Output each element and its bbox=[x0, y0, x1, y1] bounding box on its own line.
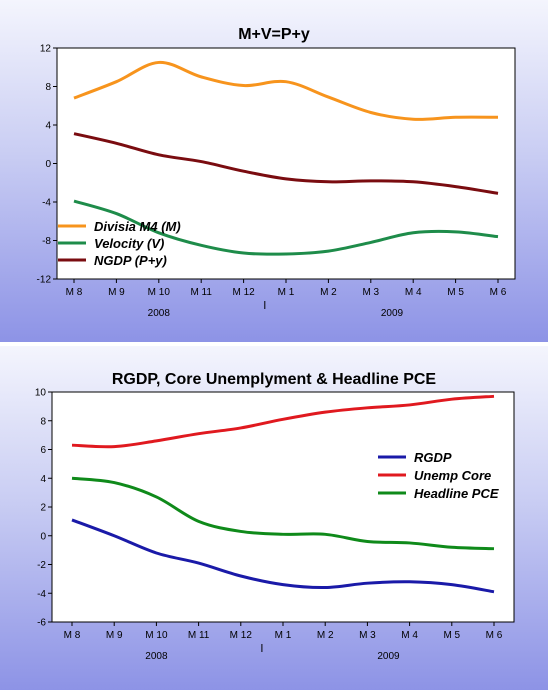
bottom-chart-y-tick-label: -4 bbox=[37, 589, 46, 600]
chart-svg-top: -12 -8 -4 0 4 8 12 M 8 M 9 M 10 M 11 M 12 M 1 M 2 M 3 M… bbox=[37, 44, 516, 319]
bottom-chart-x-tick-label: M 11 bbox=[188, 630, 210, 641]
chart-title-bottom: RGDP, Core Unemplyment & Headline PCE bbox=[111, 371, 437, 388]
top-chart-series-line-divisia-m4-m bbox=[73, 60, 499, 121]
top-chart-y-tick-label: -8 bbox=[42, 236, 51, 247]
bottom-chart-y-tick-label: 2 bbox=[40, 503, 46, 514]
chart-panel-bottom: RGDP, Core Unemplyment & Headline PCE -6… bbox=[0, 346, 548, 690]
bottom-chart-x-tick-label: M 6 bbox=[486, 630, 503, 641]
bottom-chart-series-line-headline-pce bbox=[71, 476, 495, 551]
chart-panel-top: M+V=P+y -12 -8 -4 0 4 8 12 M 8 M 9 M 10 M 11 M 12 M … bbox=[0, 0, 548, 342]
bottom-chart-plot-area bbox=[51, 391, 515, 623]
bottom-chart-x-tick-label: M 12 bbox=[230, 630, 253, 641]
bottom-chart-legend-label-headline-pce: Headline PCE bbox=[414, 486, 499, 501]
bottom-chart-x-tick-label: M 10 bbox=[145, 630, 168, 641]
bottom-chart-x-tick-label: M 3 bbox=[359, 630, 376, 641]
top-chart-year-label: 2008 bbox=[148, 308, 171, 319]
bottom-chart-x-tick-label: M 2 bbox=[317, 630, 334, 641]
top-chart-x-tick-label: M 11 bbox=[190, 287, 212, 298]
top-chart-x-tick-label: M 8 bbox=[66, 287, 83, 298]
top-chart-x-tick-label: M 1 bbox=[278, 287, 295, 298]
top-chart-y-tick-label: 12 bbox=[40, 44, 52, 55]
bottom-chart-year-label: 2008 bbox=[145, 651, 168, 662]
bottom-chart-x-tick-label: M 9 bbox=[106, 630, 123, 641]
top-chart-x-tick-label: M 9 bbox=[108, 287, 125, 298]
top-chart-series-line-velocity-v bbox=[73, 199, 499, 256]
top-chart-series-line-ngdp-p-y bbox=[73, 132, 499, 195]
top-chart-x-tick-label: M 2 bbox=[320, 287, 337, 298]
bottom-chart-y-tick-label: 0 bbox=[40, 531, 46, 542]
bottom-chart-y-tick-label: -6 bbox=[37, 618, 46, 629]
bottom-chart-series-line-rgdp bbox=[71, 518, 495, 594]
bottom-chart-x-tick-label: M 4 bbox=[401, 630, 418, 641]
top-chart-y-tick-label: 0 bbox=[45, 159, 51, 170]
bottom-chart-year-label: 2009 bbox=[377, 651, 400, 662]
top-chart-y-tick-label: 8 bbox=[45, 82, 51, 93]
bottom-chart-series-line-unemp-core bbox=[71, 394, 495, 449]
bottom-chart-y-tick-label: 6 bbox=[40, 445, 46, 456]
top-chart-x-tick-label: M 6 bbox=[490, 287, 507, 298]
top-chart-y-tick-label: 4 bbox=[45, 121, 51, 132]
bottom-chart-x-tick-label: M 8 bbox=[64, 630, 81, 641]
top-chart-year-label: 2009 bbox=[381, 308, 404, 319]
chart-title-top: M+V=P+y bbox=[238, 26, 310, 43]
chart-svg-bottom: -6 -4 -2 0 2 4 6 8 10 M 8 M 9 M 10 M 11 M 12 M 1 M 2 M 3… bbox=[35, 388, 515, 662]
bottom-chart-legend-label-unemp-core: Unemp Core bbox=[414, 468, 491, 483]
top-chart-x-tick-label: M 10 bbox=[148, 287, 171, 298]
bottom-chart-y-tick-label: 4 bbox=[40, 474, 46, 485]
bottom-chart-y-tick-label: 8 bbox=[40, 416, 46, 427]
bottom-chart-x-tick-label: M 5 bbox=[443, 630, 460, 641]
bottom-chart-y-tick-label: 10 bbox=[35, 388, 47, 399]
top-chart-x-tick-label: M 4 bbox=[405, 287, 422, 298]
top-chart-y-tick-label: -12 bbox=[37, 275, 52, 286]
top-chart-plot-area bbox=[56, 47, 516, 280]
bottom-chart-legend-label-rgdp: RGDP bbox=[414, 450, 452, 465]
top-chart-legend-label-velocity-v: Velocity (V) bbox=[94, 236, 164, 251]
top-chart-x-tick-label: M 3 bbox=[362, 287, 379, 298]
bottom-chart-x-tick-label: M 1 bbox=[275, 630, 292, 641]
top-chart-x-tick-label: M 5 bbox=[447, 287, 464, 298]
panel-divider bbox=[0, 342, 548, 346]
top-chart-x-tick-label: M 12 bbox=[232, 287, 255, 298]
top-chart-legend-label-ngdp-p-y: NGDP (P+y) bbox=[94, 253, 167, 268]
bottom-chart-y-tick-label: -2 bbox=[37, 560, 46, 571]
top-chart-legend-label-divisia-m4-m: Divisia M4 (M) bbox=[94, 219, 181, 234]
top-chart-y-tick-label: -4 bbox=[42, 198, 51, 209]
